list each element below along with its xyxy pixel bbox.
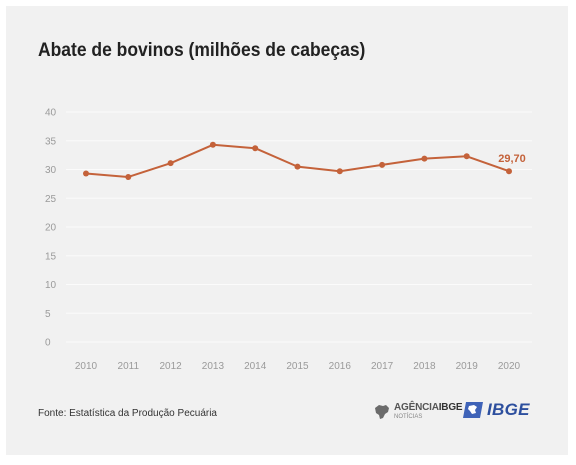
agencia-ibge-word: IBGE <box>438 402 463 413</box>
x-tick-label: 2010 <box>75 361 98 372</box>
data-point <box>83 170 89 177</box>
x-tick-label: 2019 <box>456 361 479 372</box>
data-point <box>167 160 174 167</box>
source-note: Fonte: Estatística da Produção Pecuária <box>38 408 217 419</box>
noticias-word: NOTÍCIAS <box>394 414 423 420</box>
data-point <box>252 145 259 152</box>
data-point <box>209 141 216 148</box>
x-tick-label: 2017 <box>371 361 394 372</box>
y-tick-label: 25 <box>45 194 57 205</box>
y-tick-label: 10 <box>45 280 57 291</box>
y-tick-label: 40 <box>45 108 57 119</box>
y-tick-label: 15 <box>45 251 57 262</box>
chart-title: Abate de bovinos (milhões de cabeças) <box>38 40 366 61</box>
y-tick-label: 5 <box>45 309 51 320</box>
y-tick-label: 35 <box>45 136 57 147</box>
brazil-map-icon <box>375 404 389 419</box>
x-tick-label: 2011 <box>118 361 140 372</box>
x-tick-label: 2020 <box>498 361 521 372</box>
y-tick-label: 30 <box>45 165 57 176</box>
agencia-word: AGÊNCIA <box>394 402 439 413</box>
data-point <box>125 173 132 180</box>
x-tick-label: 2014 <box>244 361 267 372</box>
data-point <box>294 163 301 170</box>
data-point <box>463 153 470 160</box>
x-tick-label: 2018 <box>413 361 436 372</box>
data-label: 29,70 <box>498 153 526 165</box>
x-tick-label: 2015 <box>286 361 309 372</box>
data-point <box>379 161 386 168</box>
x-tick-label: 2013 <box>202 361 225 372</box>
series-line <box>85 143 510 178</box>
x-tick-label: 2012 <box>159 361 182 372</box>
y-tick-label: 0 <box>45 338 51 349</box>
ibge-emblem-icon <box>463 402 483 418</box>
data-point <box>421 155 428 162</box>
chart-card <box>6 6 568 455</box>
data-point <box>506 168 512 175</box>
ibge-logo: IBGE <box>462 400 530 420</box>
x-tick-label: 2016 <box>329 361 352 372</box>
y-tick-label: 20 <box>45 223 57 234</box>
data-point <box>336 168 343 175</box>
agencia-ibge-logo: AGÊNCIAIBGE NOTÍCIAS <box>373 402 463 420</box>
ibge-wordmark: IBGE <box>487 400 530 419</box>
